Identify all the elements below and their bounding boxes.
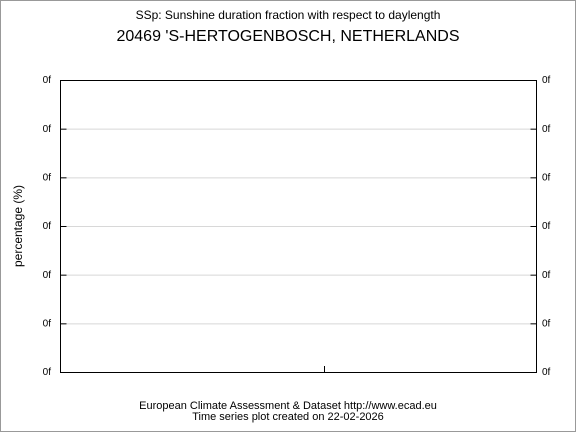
- chart-subtitle: 20469 'S-HERTOGENBOSCH, NETHERLANDS: [116, 28, 459, 45]
- y-tick-label: 0f: [43, 270, 52, 281]
- y-tick-label: 0f: [43, 318, 52, 329]
- grid: [60, 128, 537, 325]
- y-tick-label: 0f: [43, 367, 52, 378]
- footer-line: Time series plot created on 22-02-2026: [192, 411, 384, 423]
- y-tick-label: 0f: [43, 172, 52, 183]
- y2-tick-label: 0f: [542, 221, 551, 232]
- y2-tick-label: 0f: [542, 75, 551, 86]
- chart-title: SSp: Sunshine duration fraction with res…: [136, 8, 441, 22]
- y2-tick-label: 0f: [542, 318, 551, 329]
- y-tick-label: 0f: [43, 75, 52, 86]
- y2-tick-label: 0f: [542, 124, 551, 135]
- y-tick-label: 0f: [43, 221, 52, 232]
- y2-tick-label: 0f: [542, 270, 551, 281]
- y-tick-label: 0f: [43, 124, 52, 135]
- footer-line: European Climate Assessment & Dataset ht…: [139, 400, 437, 412]
- y2-tick-label: 0f: [542, 367, 551, 378]
- y-axis-label: percentage (%): [11, 185, 25, 267]
- y2-tick-label: 0f: [542, 172, 551, 183]
